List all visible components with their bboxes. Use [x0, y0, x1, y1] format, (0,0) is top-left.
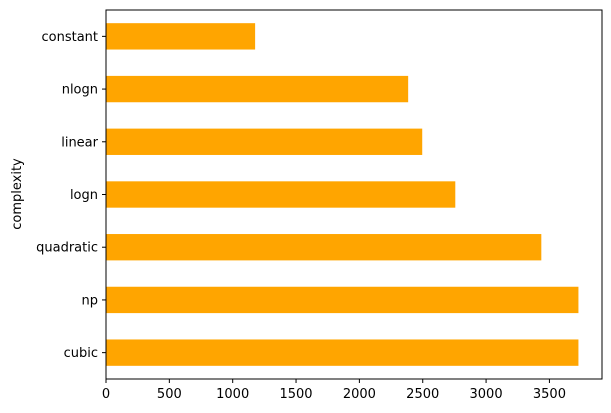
- y-tick-label: nlogn: [62, 83, 98, 98]
- y-tick-label: quadratic: [36, 241, 98, 256]
- x-tick-label: 1500: [279, 387, 312, 402]
- y-tick-label: np: [82, 293, 99, 308]
- y-axis-label: complexity: [10, 158, 25, 230]
- y-tick-label: cubic: [64, 346, 98, 361]
- x-tick-label: 3500: [533, 387, 566, 402]
- bar-cubic: [106, 339, 579, 366]
- bar-np: [106, 286, 579, 314]
- bar-linear: [106, 128, 423, 155]
- x-tick-label: 2500: [406, 387, 439, 402]
- x-tick-label: 3000: [470, 387, 503, 402]
- bar-nlogn: [106, 75, 409, 103]
- bar-logn: [106, 181, 456, 208]
- x-tick-label: 0: [102, 387, 110, 402]
- bar-constant: [106, 23, 256, 50]
- x-tick-label: 2000: [343, 387, 376, 402]
- x-tick-label: 1000: [216, 387, 249, 402]
- x-tick-label: 500: [157, 387, 182, 402]
- y-tick-label: logn: [70, 188, 98, 203]
- bar-quadratic: [106, 234, 542, 261]
- y-tick-label: linear: [61, 135, 98, 150]
- y-tick-label: constant: [41, 30, 98, 45]
